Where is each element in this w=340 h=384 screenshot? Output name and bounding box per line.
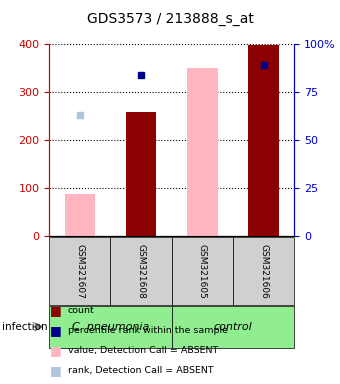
Bar (248, 45, 279, 236)
Text: control: control (214, 322, 252, 332)
Text: count: count (68, 306, 95, 315)
Text: GSM321606: GSM321606 (259, 244, 268, 298)
Text: GSM321608: GSM321608 (137, 244, 146, 298)
Text: value, Detection Call = ABSENT: value, Detection Call = ABSENT (68, 346, 218, 355)
Text: C. pneumonia: C. pneumonia (72, 322, 149, 332)
Text: ■: ■ (50, 364, 62, 377)
Text: rank, Detection Call = ABSENT: rank, Detection Call = ABSENT (68, 366, 214, 375)
Text: GSM321607: GSM321607 (75, 244, 84, 298)
Bar (187, 68, 218, 236)
Bar (65, 194, 95, 236)
Text: percentile rank within the sample: percentile rank within the sample (68, 326, 228, 335)
Text: ■: ■ (50, 304, 62, 317)
Text: GSM321605: GSM321605 (198, 244, 207, 298)
Bar (126, 112, 156, 236)
Text: infection: infection (2, 322, 47, 332)
Text: GDS3573 / 213888_s_at: GDS3573 / 213888_s_at (87, 12, 253, 26)
Text: ■: ■ (50, 324, 62, 337)
Text: ■: ■ (50, 344, 62, 357)
